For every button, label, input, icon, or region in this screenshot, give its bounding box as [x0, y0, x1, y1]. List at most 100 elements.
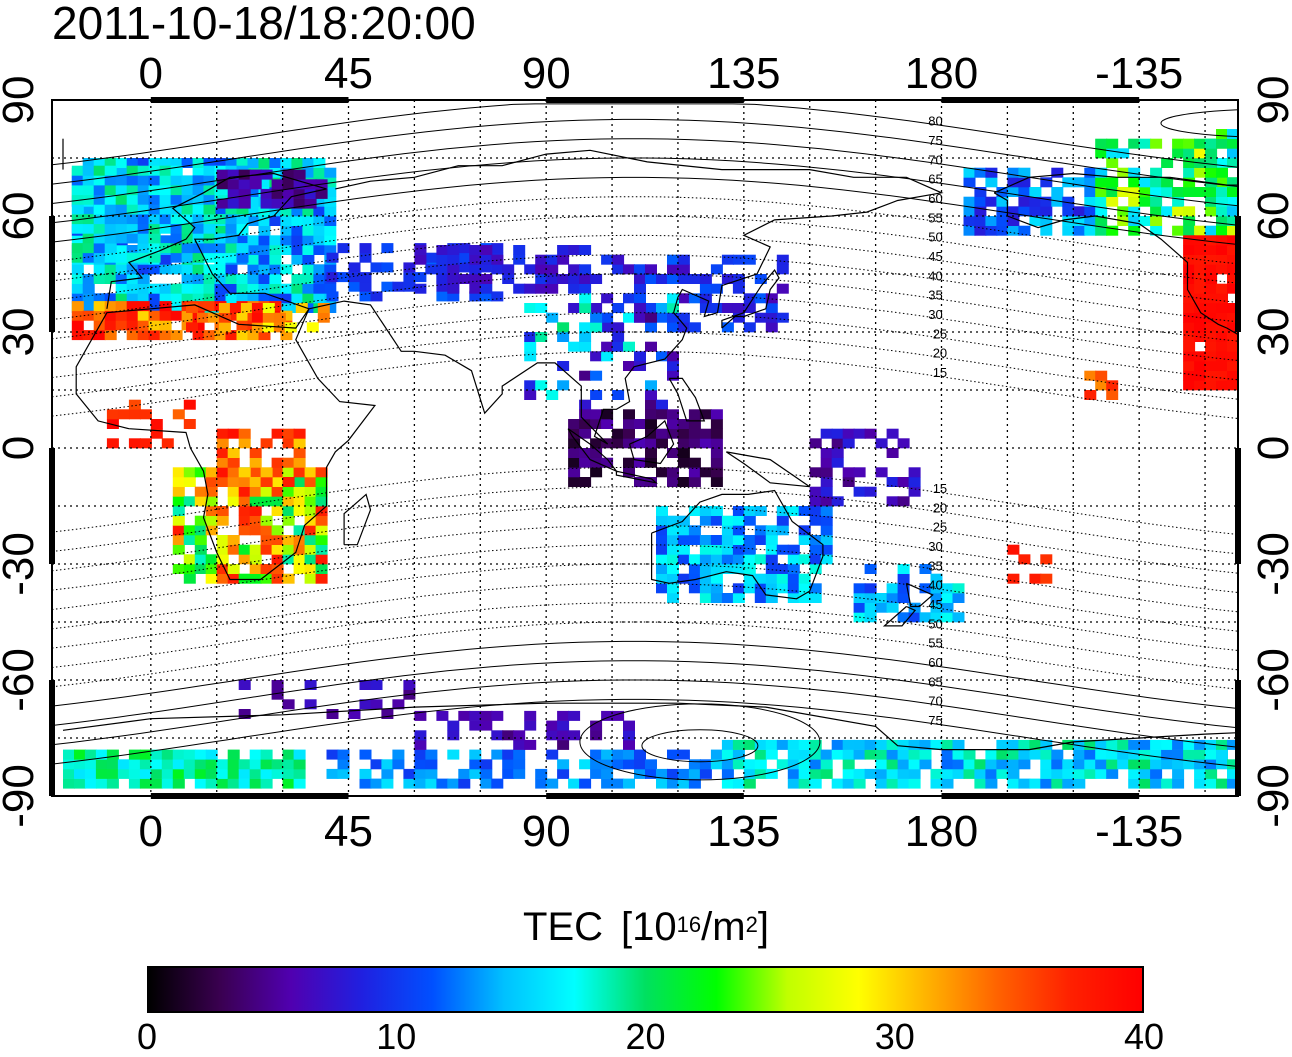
latitude-label: 30	[0, 308, 43, 357]
contour-label: 70	[928, 694, 942, 709]
coastline	[725, 451, 811, 488]
coastline	[629, 419, 675, 465]
colorbar-tick-label: 0	[136, 1016, 158, 1057]
mag-contour	[52, 196, 1238, 265]
mag-contour	[52, 602, 1238, 671]
contour-label: 40	[928, 578, 942, 593]
mag-contour	[52, 698, 1238, 767]
contour-labels: 80 75 70 65 60 55 50 45 40 35 30 25 20 15 15 20 25 30 35 40…	[928, 114, 947, 728]
contour-label: 80	[928, 114, 942, 129]
colorbar-title-unit: [1016/m2]	[621, 905, 769, 949]
colorbar-tick-label: 20	[625, 1016, 666, 1057]
mag-contour	[52, 350, 1238, 419]
mag-contour	[52, 660, 1238, 729]
mag-pole-contour	[579, 703, 821, 781]
longitude-label: 135	[707, 807, 780, 856]
mag-contour	[52, 524, 1238, 593]
latitude-label: 90	[1249, 76, 1292, 125]
longitude-label: -135	[1095, 49, 1183, 98]
contour-label: 50	[928, 230, 942, 245]
contour-label: 50	[928, 616, 942, 631]
latitude-label: -90	[1249, 764, 1292, 828]
mag-contour	[52, 621, 1238, 690]
contour-label: 15	[933, 481, 947, 496]
mag-contour	[52, 273, 1238, 342]
mag-contour	[52, 292, 1238, 361]
unit-suffix: ]	[757, 905, 769, 949]
contour-label: 25	[933, 326, 947, 341]
mag-contour	[52, 640, 1238, 709]
coastline	[941, 732, 1238, 751]
contour-label: 55	[928, 210, 942, 225]
latitude-label: -90	[0, 764, 43, 828]
contour-label: 60	[928, 191, 942, 206]
contour-label: 20	[933, 346, 947, 361]
latitude-label: 60	[1249, 192, 1292, 241]
mag-contour	[52, 563, 1238, 632]
contour-label: 15	[933, 365, 947, 380]
coastlines	[62, 138, 1238, 751]
contour-label: 75	[928, 133, 942, 148]
contour-label: 35	[928, 288, 942, 303]
mag-contour	[52, 254, 1238, 323]
tec-patches	[63, 129, 1238, 789]
latitude-label: 0	[0, 436, 43, 460]
mag-contour	[52, 138, 1238, 207]
latitude-label: 60	[0, 192, 43, 241]
latitude-label: -60	[0, 648, 43, 712]
longitude-label: 0	[139, 49, 163, 98]
latitude-label: 0	[1249, 436, 1292, 460]
coastline	[882, 605, 917, 627]
longitude-label: 180	[905, 807, 978, 856]
latitude-label: -30	[1249, 532, 1292, 596]
coastline	[75, 172, 377, 581]
longitude-label: 180	[905, 49, 978, 98]
contour-label: 65	[928, 172, 942, 187]
mag-contour	[52, 312, 1238, 381]
contour-label: 30	[928, 307, 942, 322]
longitude-label: -135	[1095, 807, 1183, 856]
unit-exponent-2: 2	[745, 912, 758, 937]
unit-prefix: [10	[621, 905, 677, 949]
mag-contour	[52, 505, 1238, 574]
mag-pole-contour	[1160, 109, 1238, 138]
latitude-label: 90	[0, 76, 43, 125]
contour-label: 30	[928, 539, 942, 554]
left-latitude-labels: 90 60 30 0 -30 -60 -90	[0, 76, 43, 828]
mag-contour	[52, 157, 1238, 226]
mag-contour	[52, 544, 1238, 613]
mag-pole-contour	[641, 729, 759, 763]
unit-mid: /m	[701, 905, 746, 949]
contour-label: 20	[933, 500, 947, 515]
colorbar-tick-label: 40	[1123, 1016, 1165, 1057]
colorbar-tick-label: 30	[874, 1016, 915, 1057]
contour-label: 60	[928, 655, 942, 670]
contour-label: 45	[928, 249, 942, 264]
latitude-label: -30	[0, 532, 43, 596]
colorbar-tick-label: 10	[376, 1016, 417, 1057]
page-title: 2011-10-18/18:20:00	[52, 0, 476, 49]
latitude-label: -60	[1249, 648, 1292, 712]
longitude-label: 0	[139, 807, 163, 856]
colorbar	[147, 966, 1144, 1013]
magnetic-latitude-contours	[52, 103, 1238, 781]
contour-label: 45	[928, 597, 942, 612]
contour-label: 75	[928, 713, 942, 728]
frame-ticks	[49, 97, 1241, 799]
mag-contour	[52, 103, 1238, 168]
mag-contour	[52, 234, 1238, 303]
coastline	[668, 377, 706, 422]
coastline	[343, 493, 372, 546]
coastline	[62, 702, 942, 751]
contour-label: 65	[928, 674, 942, 689]
latitude-label: 30	[1249, 308, 1292, 357]
coastline	[615, 470, 659, 484]
longitude-label: 45	[324, 807, 373, 856]
colorbar-title-main: TEC	[523, 905, 604, 949]
contour-label: 25	[933, 520, 947, 535]
longitude-label: 45	[324, 49, 373, 98]
mag-contour	[52, 486, 1238, 555]
mag-contour	[52, 118, 1238, 187]
